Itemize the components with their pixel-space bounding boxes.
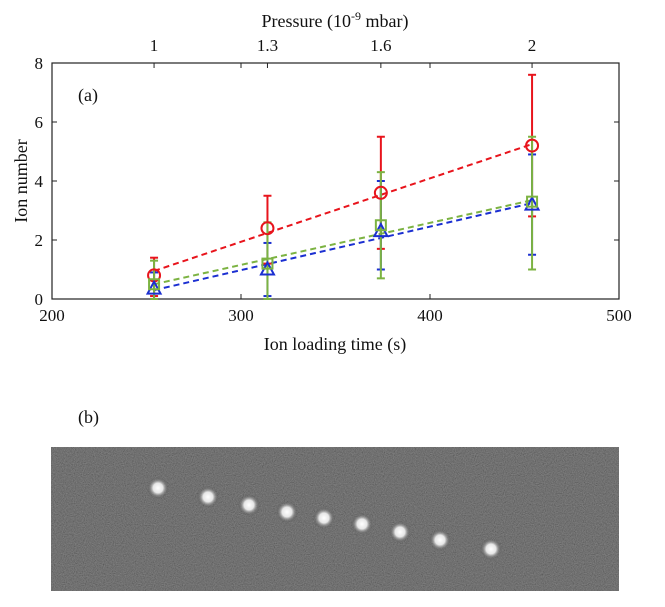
x-tick-label: 200 [39, 306, 65, 325]
data-point-squares [148, 278, 161, 291]
y-tick-label: 4 [35, 172, 44, 191]
data-point-squares [374, 219, 387, 232]
data-point-circles [525, 138, 540, 153]
data-point-squares [526, 195, 539, 208]
ion-spot [313, 507, 335, 529]
data-point-circles [373, 185, 388, 200]
top-tick-label: 1.6 [370, 36, 391, 55]
ion-spot [238, 494, 260, 516]
ion-crystal [147, 477, 502, 560]
top-axis-label-suffix: mbar) [361, 11, 408, 32]
fit-line-circles [153, 143, 533, 272]
x-axis-label: Ion loading time (s) [264, 334, 406, 355]
data-point-squares [261, 257, 274, 270]
x-tick-label: 500 [606, 306, 632, 325]
ion-spot [276, 501, 298, 523]
data-point-circles [260, 221, 275, 236]
top-axis-label: Pressure (10-9 mbar) [262, 9, 409, 32]
axes: 200 300 400 500 0 2 4 6 8 1 1.3 1.6 2 [35, 36, 632, 325]
panel-label-a: (a) [78, 85, 98, 106]
top-tick-label: 1 [150, 36, 159, 55]
top-axis-label-exponent: -9 [351, 9, 361, 23]
panel-label-b: (b) [78, 407, 99, 428]
y-tick-label: 0 [35, 290, 44, 309]
ion-spot [389, 521, 411, 543]
markers [145, 138, 541, 295]
y-tick-label: 8 [35, 54, 44, 73]
y-tick-label: 6 [35, 113, 44, 132]
ion-spot [197, 486, 219, 508]
y-tick-label: 2 [35, 231, 44, 250]
y-axis-label: Ion number [11, 139, 31, 222]
fit-line-triangles [153, 202, 533, 292]
data-point-triangles [145, 279, 163, 295]
error-bars [150, 73, 537, 300]
x-tick-label: 300 [228, 306, 254, 325]
top-axis-label-prefix: Pressure (10 [262, 11, 351, 32]
ion-spot [351, 513, 373, 535]
ion-spot [429, 529, 451, 551]
top-tick-label: 1.3 [257, 36, 278, 55]
ion-spot [480, 538, 502, 560]
data-point-triangles [523, 195, 541, 211]
x-tick-label: 400 [417, 306, 443, 325]
ion-image-noise [51, 447, 619, 591]
fit-lines [153, 143, 533, 292]
ion-spot [147, 477, 169, 499]
plot-frame [51, 62, 620, 300]
fit-line-squares [153, 199, 533, 286]
top-tick-label: 2 [528, 36, 537, 55]
